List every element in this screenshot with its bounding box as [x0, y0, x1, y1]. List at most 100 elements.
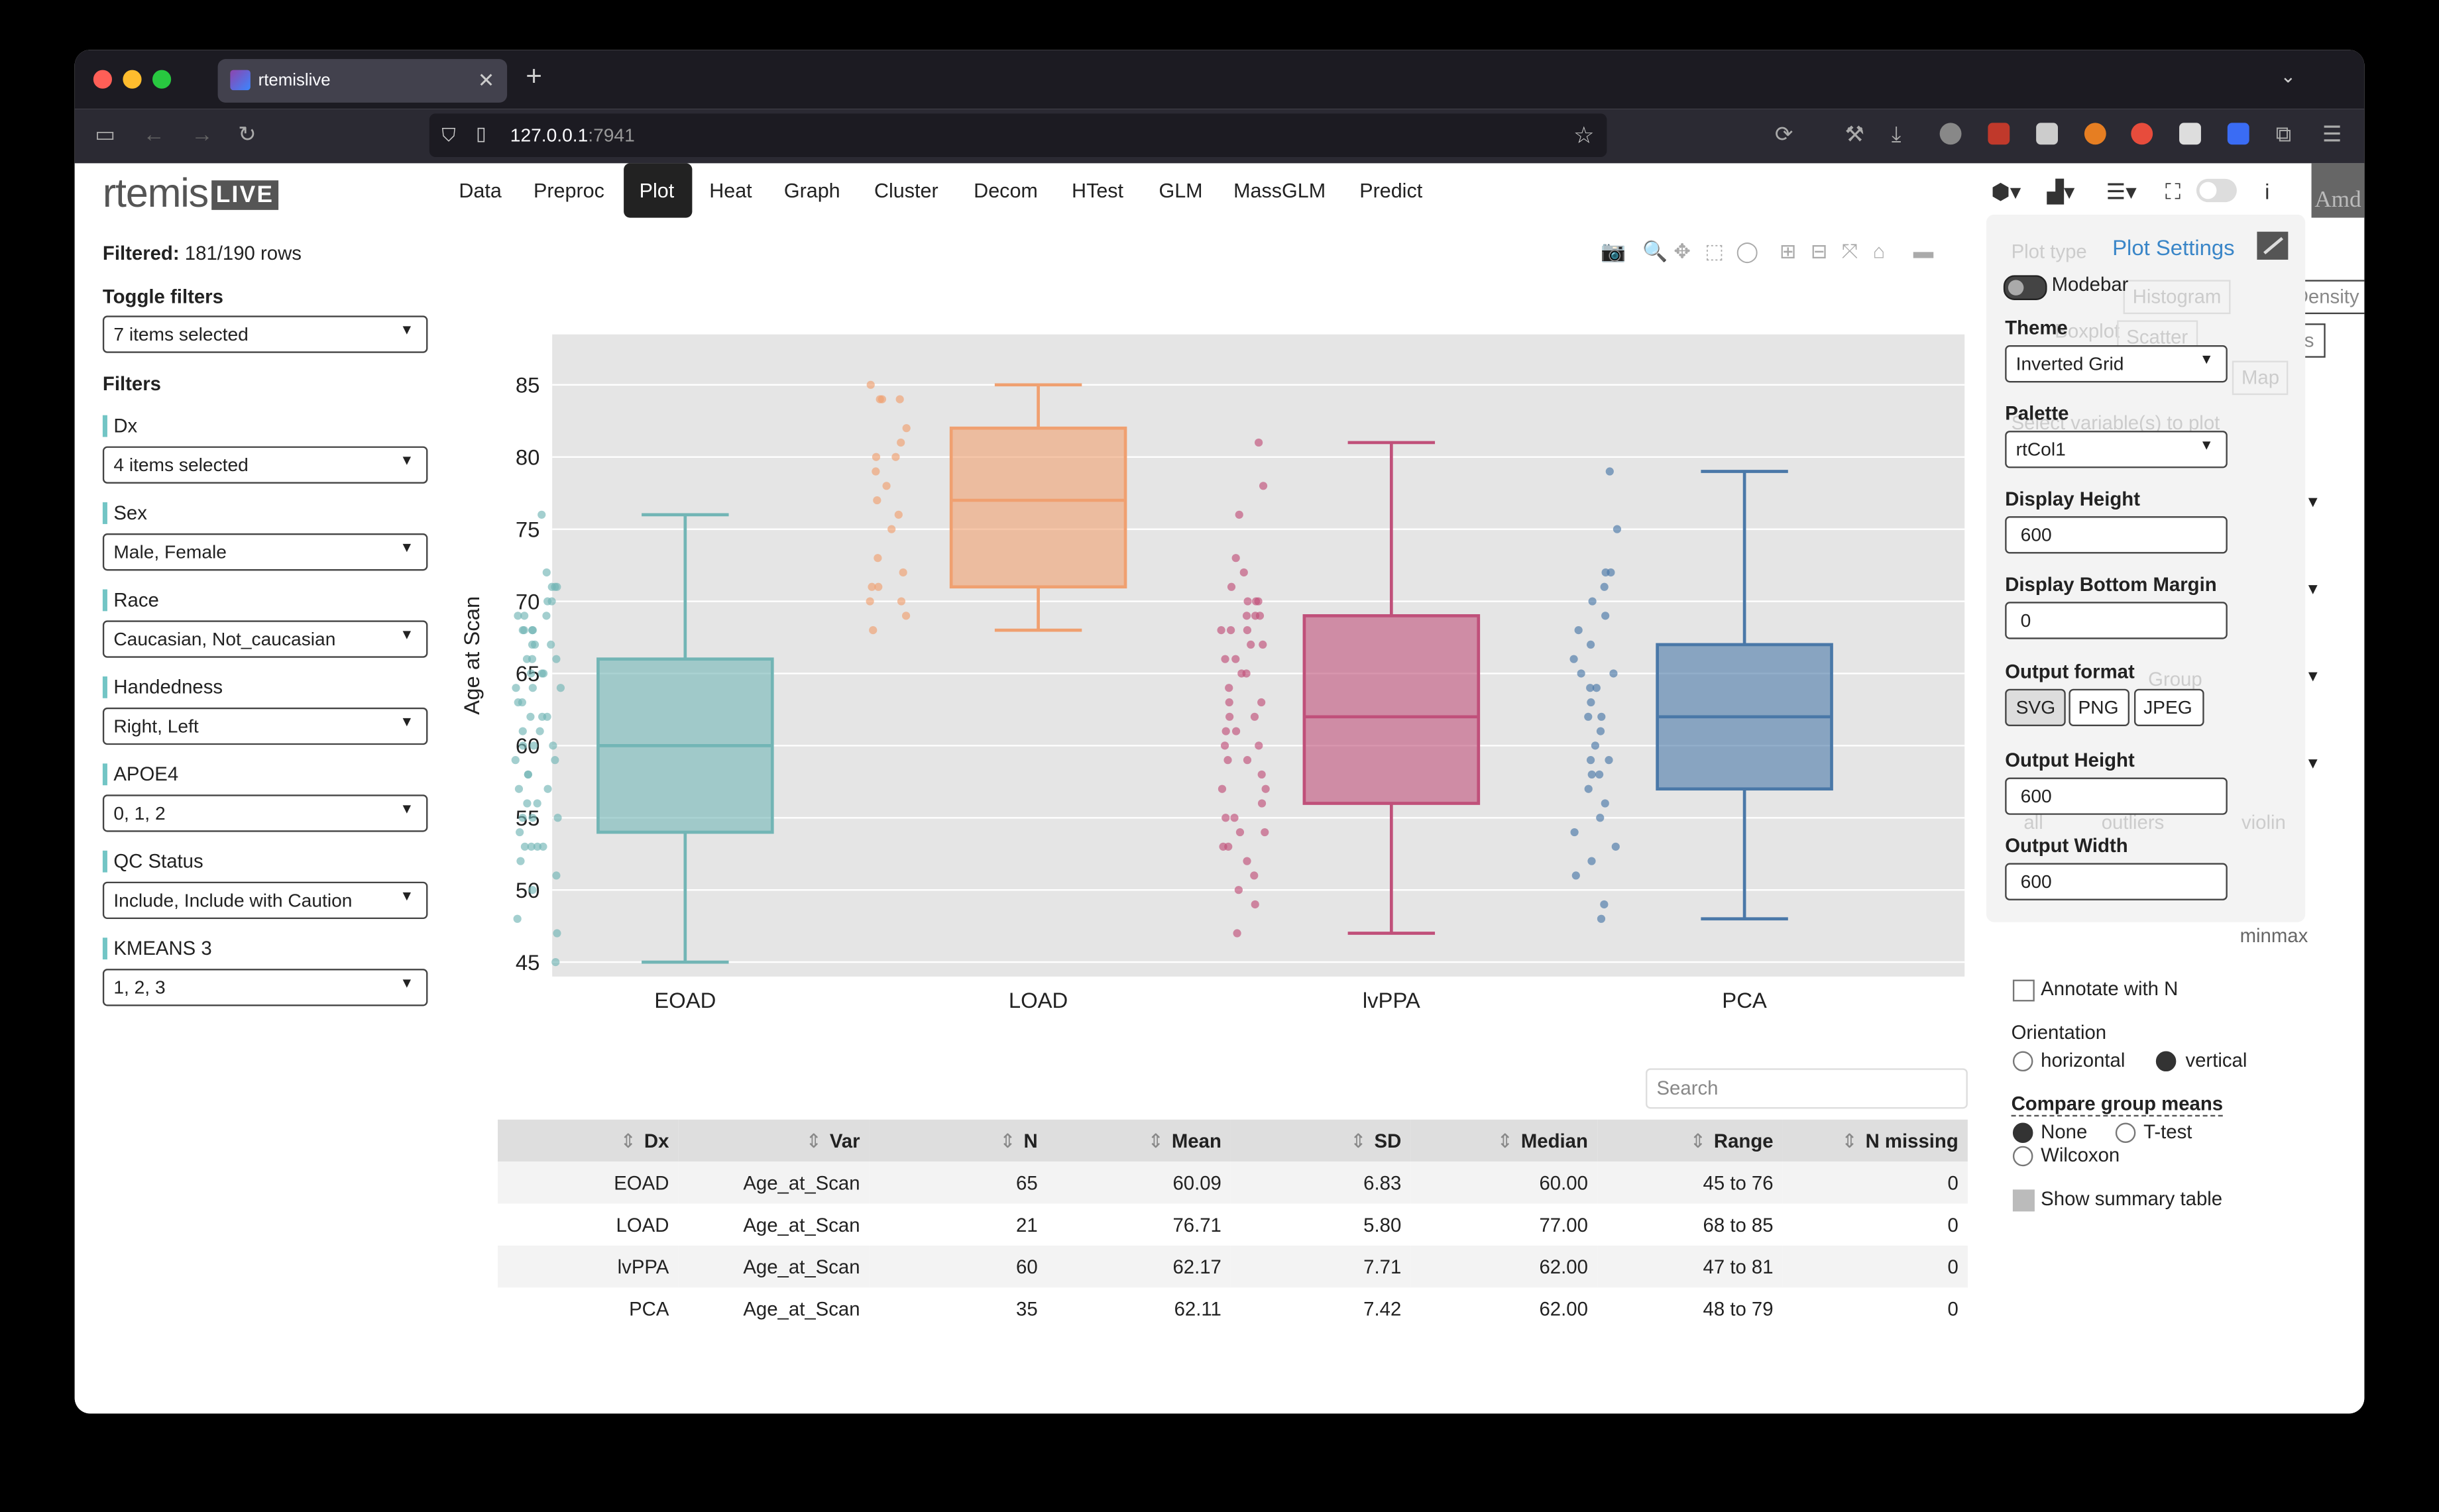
column-header[interactable]: ⇕ Var: [678, 1119, 870, 1162]
display-height-input[interactable]: 600: [2005, 516, 2228, 554]
display-bottom-margin-input[interactable]: 0: [2005, 602, 2228, 639]
filter-select[interactable]: Male, Female ▼: [102, 533, 428, 571]
sort-icon[interactable]: ⇕: [1147, 1130, 1164, 1153]
column-header[interactable]: ⇕ N: [869, 1119, 1047, 1162]
lasso-icon[interactable]: ◯: [1736, 239, 1759, 263]
sort-icon[interactable]: ⇕: [1841, 1130, 1858, 1153]
theme-select[interactable]: Inverted Grid ▼: [2005, 345, 2228, 383]
zoom-window-button[interactable]: [152, 70, 172, 89]
filter-select[interactable]: 4 items selected ▼: [102, 446, 428, 484]
extension-icon[interactable]: [1939, 123, 1962, 145]
sort-icon[interactable]: ⇕: [1350, 1130, 1367, 1153]
nav-cluster[interactable]: Cluster: [874, 178, 938, 203]
nav-decom[interactable]: Decom: [974, 178, 1038, 203]
browser-tab[interactable]: rtemislive ✕: [217, 59, 508, 103]
filter-select[interactable]: Right, Left ▼: [102, 707, 428, 745]
sort-icon[interactable]: ⇕: [620, 1130, 637, 1153]
data-point: [1588, 597, 1597, 606]
show-summary-checkbox[interactable]: [2012, 1189, 2035, 1212]
reset-axes-icon[interactable]: ⌂: [1872, 239, 1886, 263]
hover-closest-icon[interactable]: ▬: [1913, 239, 1934, 263]
palette-select[interactable]: rtCol1 ▼: [2005, 431, 2228, 468]
ghost-caret-icon[interactable]: ▼: [2305, 494, 2321, 512]
column-header[interactable]: ⇕ Median: [1410, 1119, 1597, 1162]
close-window-button[interactable]: [93, 70, 112, 89]
extension-icon[interactable]: [2227, 123, 2249, 145]
zoom-in-icon[interactable]: ⊞: [1779, 239, 1797, 263]
nav-heat[interactable]: Heat: [709, 178, 752, 203]
format-svg-button[interactable]: SVG: [2005, 688, 2066, 727]
zoom-icon[interactable]: 🔍: [1642, 239, 1668, 263]
orientation-horizontal-radio[interactable]: [2012, 1051, 2033, 1072]
box-select-icon[interactable]: ⬚: [1705, 239, 1725, 263]
filter-select[interactable]: Caucasian, Not_caucasian ▼: [102, 620, 428, 658]
ublock-icon[interactable]: [1988, 123, 2010, 145]
nav-glm[interactable]: GLM: [1159, 178, 1203, 203]
chevron-down-icon[interactable]: ⌄: [2280, 65, 2297, 87]
table-search-input[interactable]: Search: [1646, 1068, 1968, 1109]
column-header[interactable]: ⇕ Mean: [1047, 1119, 1231, 1162]
compare-none-radio[interactable]: [2012, 1122, 2033, 1144]
nav-predict[interactable]: Predict: [1359, 178, 1423, 203]
nav-preproc[interactable]: Preproc: [534, 178, 604, 203]
column-header[interactable]: ⇕ SD: [1230, 1119, 1411, 1162]
sync-icon[interactable]: ⟳: [1774, 121, 1793, 146]
bookmark-star-icon[interactable]: ☆: [1573, 123, 1595, 150]
ghost-caret-icon[interactable]: ▼: [2305, 669, 2321, 686]
column-header[interactable]: ⇕ Dx: [498, 1119, 679, 1162]
autoscale-icon[interactable]: ⤧: [1841, 239, 1858, 263]
list-dropdown-icon[interactable]: ☰▾: [2106, 178, 2137, 204]
format-png-button[interactable]: PNG: [2069, 688, 2129, 727]
modebar-toggle[interactable]: [2003, 275, 2047, 300]
toggle-filters-select[interactable]: 7 items selected ▼: [102, 315, 428, 353]
nav-plot[interactable]: Plot: [624, 163, 693, 218]
orientation-vertical-radio[interactable]: [2155, 1051, 2177, 1072]
filter-select[interactable]: 0, 1, 2 ▼: [102, 794, 428, 832]
nav-graph[interactable]: Graph: [783, 178, 840, 203]
reload-icon[interactable]: ↻: [238, 121, 256, 146]
sidebar-toggle-icon[interactable]: ▭: [95, 121, 116, 146]
chart-dropdown-icon[interactable]: ▟▾: [2047, 178, 2075, 204]
compare-wilcoxon-radio[interactable]: [2012, 1146, 2033, 1167]
compare-ttest-radio[interactable]: [2115, 1122, 2136, 1144]
minimize-window-button[interactable]: [123, 70, 142, 89]
format-jpeg-button[interactable]: JPEG: [2134, 688, 2204, 727]
output-width-input[interactable]: 600: [2005, 863, 2228, 900]
download-icon[interactable]: ⤓: [1891, 121, 1901, 146]
forward-icon[interactable]: →: [191, 121, 213, 146]
extension-icon[interactable]: [2179, 123, 2201, 145]
pan-icon[interactable]: ✥: [1673, 239, 1691, 263]
output-height-input[interactable]: 600: [2005, 777, 2228, 815]
column-header[interactable]: ⇕ N missing: [1782, 1119, 1968, 1162]
extension-icon[interactable]: [2131, 123, 2153, 145]
zoom-out-icon[interactable]: ⊟: [1810, 239, 1828, 263]
close-tab-icon[interactable]: ✕: [477, 68, 495, 92]
filter-select[interactable]: 1, 2, 3 ▼: [102, 969, 428, 1006]
nav-htest[interactable]: HTest: [1072, 178, 1124, 203]
sort-icon[interactable]: ⇕: [805, 1130, 822, 1153]
theme-toggle[interactable]: [2196, 178, 2237, 203]
extension-icon[interactable]: [2084, 123, 2106, 145]
info-icon[interactable]: i: [2265, 178, 2270, 204]
back-icon[interactable]: ←: [142, 121, 165, 146]
url-bar[interactable]: ⛉ ▯ 127.0.0.1:7941 ☆: [429, 113, 1607, 158]
sort-icon[interactable]: ⇕: [999, 1130, 1016, 1153]
menu-icon[interactable]: ☰: [2322, 121, 2342, 146]
fullscreen-icon[interactable]: ⛶: [2165, 178, 2181, 204]
plot-settings-icon[interactable]: [2257, 231, 2289, 260]
ghost-caret-icon[interactable]: ▼: [2305, 581, 2321, 599]
extension-icon[interactable]: [2036, 123, 2059, 145]
cube-dropdown-icon[interactable]: ⬢▾: [1991, 178, 2021, 204]
column-header[interactable]: ⇕ Range: [1597, 1119, 1783, 1162]
new-tab-icon[interactable]: +: [526, 60, 542, 92]
ghost-caret-icon[interactable]: ▼: [2305, 755, 2321, 773]
filter-select[interactable]: Include, Include with Caution ▼: [102, 881, 428, 920]
extensions-puzzle-icon[interactable]: ⧉: [2275, 121, 2292, 146]
camera-icon[interactable]: 📷: [1601, 239, 1626, 263]
nav-data[interactable]: Data: [459, 178, 502, 203]
sort-icon[interactable]: ⇕: [1497, 1130, 1514, 1153]
nav-massglm[interactable]: MassGLM: [1233, 178, 1326, 203]
wrench-icon[interactable]: ⚒: [1844, 121, 1864, 146]
sort-icon[interactable]: ⇕: [1689, 1130, 1707, 1153]
annotate-checkbox[interactable]: [2012, 979, 2035, 1002]
